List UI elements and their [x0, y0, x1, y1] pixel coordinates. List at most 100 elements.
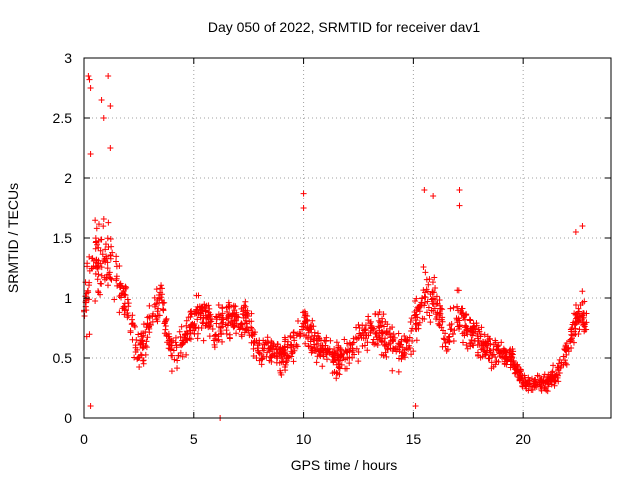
data-point — [429, 295, 436, 302]
data-point — [570, 331, 577, 338]
data-point — [456, 187, 463, 193]
data-point — [211, 341, 218, 348]
data-point — [485, 337, 492, 344]
data-point — [335, 352, 342, 359]
chart-title: Day 050 of 2022, SRMTID for receiver dav… — [208, 19, 481, 35]
data-point — [367, 318, 374, 325]
data-point — [242, 298, 249, 305]
data-point — [95, 221, 102, 228]
data-point — [474, 332, 481, 339]
data-point — [525, 387, 532, 394]
data-point — [113, 263, 120, 270]
data-point — [107, 236, 114, 243]
data-point — [140, 321, 147, 328]
data-point — [146, 302, 153, 309]
data-point — [383, 353, 390, 360]
data-point — [210, 337, 217, 344]
data-point — [276, 359, 283, 366]
data-point — [375, 332, 382, 339]
data-point — [93, 256, 100, 263]
data-point — [455, 287, 462, 294]
data-point — [215, 301, 222, 308]
data-point — [424, 288, 431, 295]
data-point — [581, 328, 588, 335]
data-point — [323, 351, 330, 358]
data-point — [94, 276, 101, 283]
data-point — [532, 376, 539, 383]
data-point — [183, 328, 190, 335]
grid — [84, 58, 611, 418]
data-point — [423, 309, 430, 316]
data-point — [254, 345, 261, 352]
data-point — [195, 324, 202, 331]
data-point — [132, 342, 139, 349]
data-point — [380, 323, 387, 330]
data-point — [177, 333, 184, 340]
data-point — [429, 279, 436, 286]
data-point — [153, 316, 160, 323]
data-point — [509, 351, 516, 358]
data-point — [438, 324, 445, 331]
data-point — [510, 357, 517, 364]
data-point — [481, 331, 488, 338]
data-point — [455, 307, 462, 314]
data-point — [530, 380, 537, 387]
data-point — [233, 330, 240, 337]
data-point — [420, 264, 427, 271]
data-point — [139, 344, 146, 351]
data-point — [87, 403, 94, 409]
data-point — [477, 331, 484, 338]
data-point — [404, 337, 411, 344]
data-point — [406, 342, 413, 349]
data-point — [162, 326, 169, 333]
data-point — [463, 323, 470, 330]
data-point — [477, 354, 484, 361]
data-point — [104, 265, 111, 272]
data-point — [158, 285, 165, 292]
data-point — [393, 348, 400, 355]
data-point — [488, 352, 495, 359]
data-point — [424, 298, 431, 305]
data-point — [579, 288, 586, 295]
data-point — [463, 327, 470, 334]
data-point — [567, 337, 574, 344]
data-point — [510, 362, 517, 369]
data-point — [545, 376, 552, 383]
data-point — [427, 319, 434, 326]
data-point — [456, 202, 463, 209]
data-point — [521, 372, 528, 379]
data-point — [198, 305, 205, 312]
data-point — [307, 335, 314, 342]
data-point — [94, 241, 101, 248]
data-point — [514, 373, 521, 380]
data-point — [300, 190, 307, 197]
data-point — [582, 321, 589, 328]
data-point — [317, 345, 324, 352]
data-point — [177, 349, 184, 356]
data-point — [374, 341, 381, 348]
data-point — [450, 304, 457, 311]
data-point — [540, 380, 547, 387]
data-point — [222, 321, 229, 328]
data-point — [264, 334, 271, 341]
data-point — [372, 310, 379, 317]
data-point — [98, 97, 105, 103]
data-point — [248, 318, 255, 325]
data-point — [447, 326, 454, 333]
data-point — [93, 238, 100, 245]
data-point — [241, 329, 248, 336]
data-point — [111, 296, 118, 303]
y-tick-label: 1 — [64, 290, 72, 306]
data-point — [576, 326, 583, 333]
data-point — [184, 337, 191, 344]
x-axis-label: GPS time / hours — [291, 457, 398, 473]
data-point — [250, 339, 257, 346]
data-point — [480, 338, 487, 345]
data-point — [364, 339, 371, 346]
data-point — [549, 375, 556, 382]
data-point — [305, 329, 312, 336]
data-point — [249, 329, 256, 336]
data-point — [84, 260, 91, 267]
data-point — [218, 320, 225, 327]
data-point — [174, 357, 181, 364]
